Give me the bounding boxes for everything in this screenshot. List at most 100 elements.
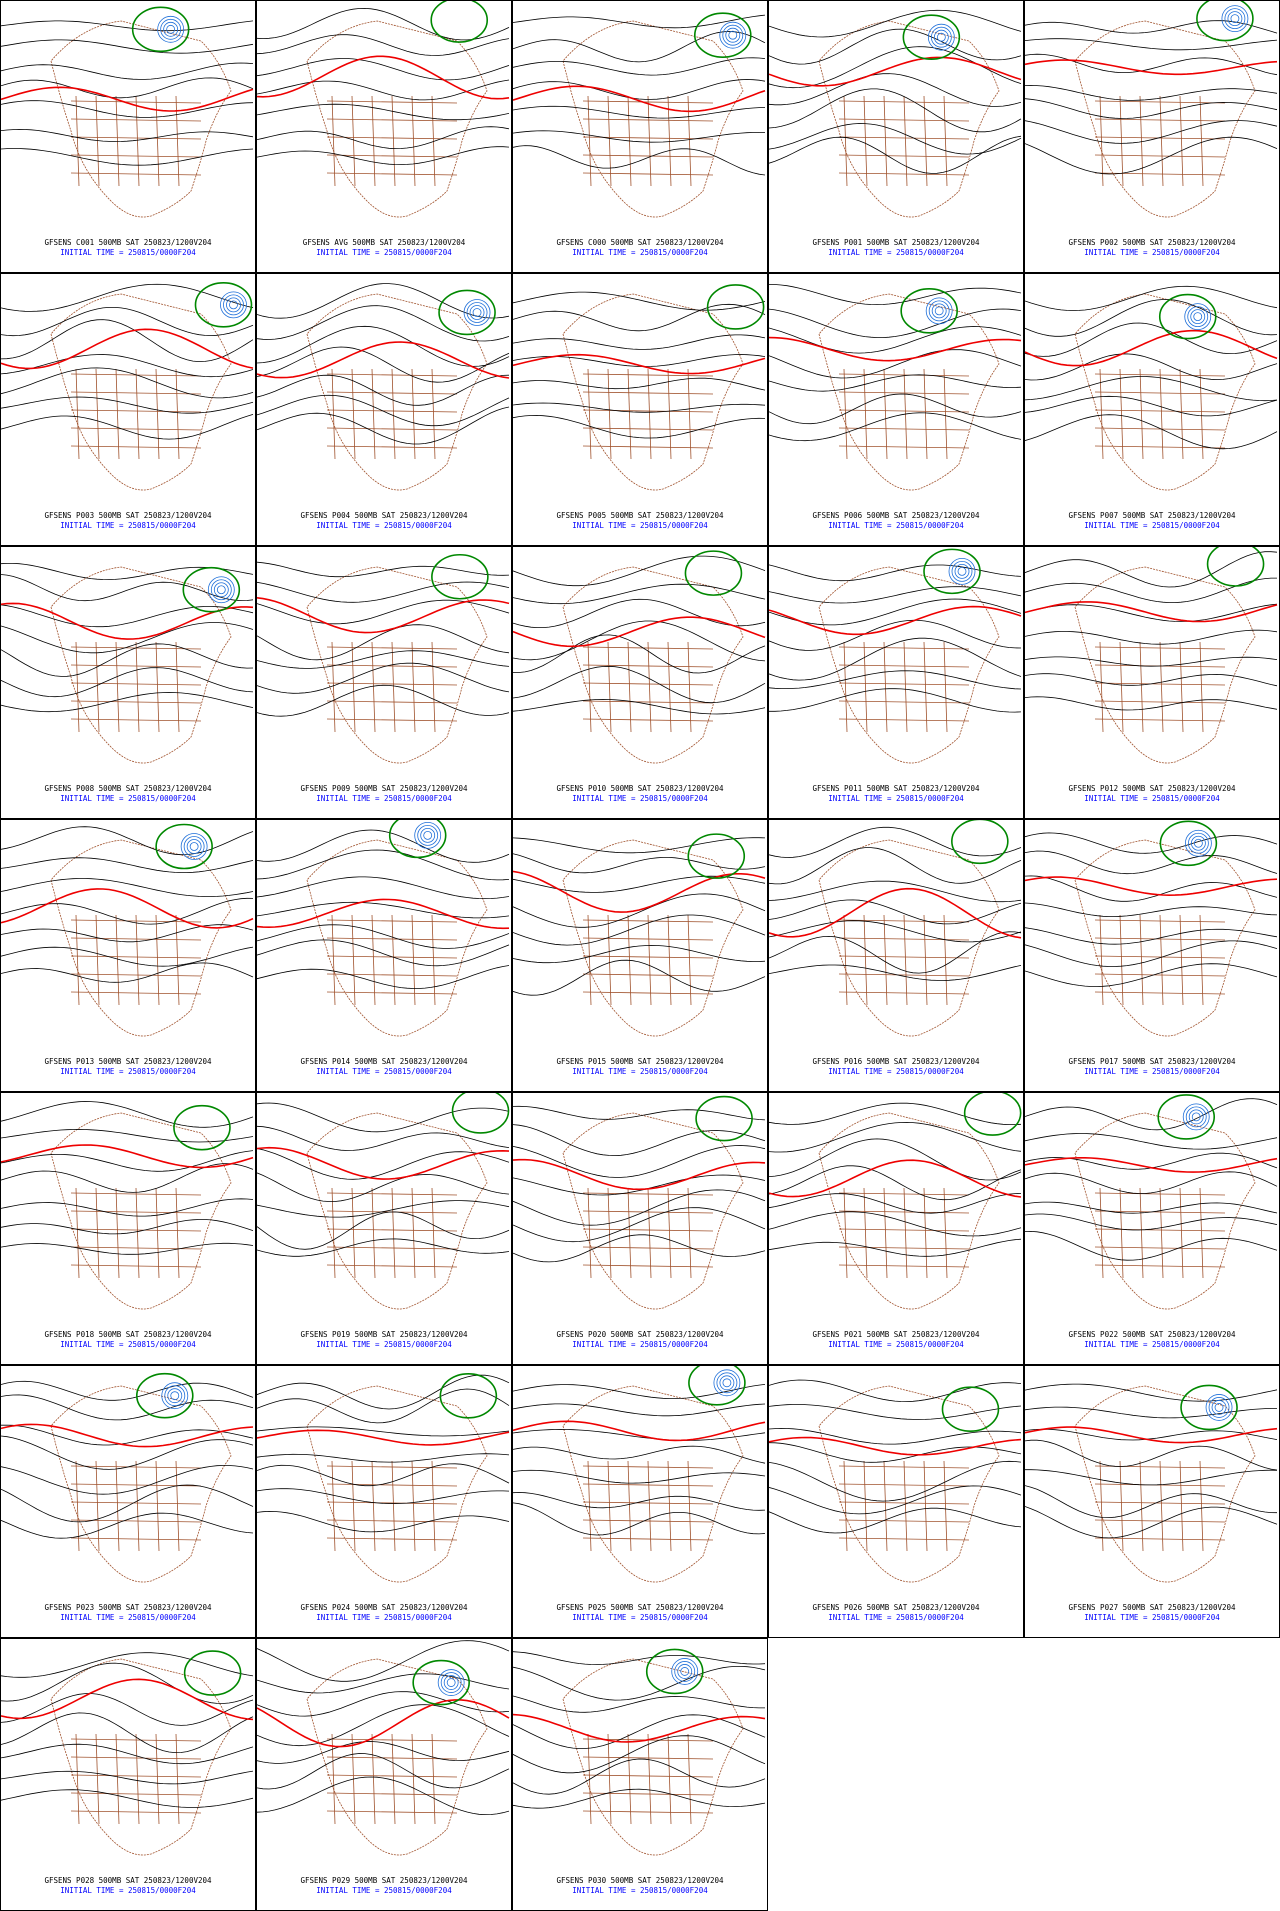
panel-init-time: INITIAL TIME = 250815/0000F204 bbox=[60, 521, 196, 530]
state-line bbox=[1179, 914, 1184, 1006]
panel-init-time: INITIAL TIME = 250815/0000F204 bbox=[1084, 521, 1220, 530]
low-contour bbox=[948, 557, 976, 585]
state-line bbox=[582, 718, 714, 722]
state-line bbox=[647, 95, 652, 187]
state-line bbox=[838, 154, 970, 158]
state-line bbox=[923, 95, 928, 187]
height-contour bbox=[1, 62, 254, 80]
state-line bbox=[582, 1501, 714, 1505]
state-line bbox=[431, 368, 436, 460]
state-line bbox=[371, 1460, 376, 1552]
height-contour bbox=[769, 598, 1022, 626]
state-line bbox=[75, 914, 80, 1006]
contour-552 bbox=[902, 14, 961, 61]
height-contour bbox=[1025, 1201, 1278, 1214]
low-contour bbox=[1208, 1397, 1230, 1418]
state-line bbox=[75, 1187, 80, 1279]
state-line bbox=[582, 118, 714, 122]
state-line bbox=[175, 1733, 180, 1825]
state-line bbox=[582, 445, 714, 449]
low-contour bbox=[936, 32, 946, 42]
state-line bbox=[1094, 1537, 1226, 1541]
state-line bbox=[391, 641, 396, 733]
height-contour bbox=[1025, 629, 1278, 645]
map-outline bbox=[50, 1385, 232, 1583]
map-outline bbox=[562, 566, 744, 764]
state-line bbox=[331, 1460, 336, 1552]
contour-576 bbox=[1, 602, 254, 640]
low-contour bbox=[183, 836, 205, 857]
ensemble-panel: GFSENS P018 500MB SAT 250823/1200V204 INI… bbox=[0, 1092, 256, 1365]
height-contour bbox=[513, 959, 766, 996]
state-line bbox=[70, 973, 202, 977]
height-contour bbox=[769, 880, 1022, 903]
state-line bbox=[582, 664, 714, 668]
panel-init-time: INITIAL TIME = 250815/0000F204 bbox=[572, 1886, 708, 1895]
state-line bbox=[923, 914, 928, 1006]
state-line bbox=[582, 1774, 714, 1778]
low-contour bbox=[1214, 1403, 1224, 1412]
low-contour bbox=[1221, 5, 1249, 32]
height-contour bbox=[769, 619, 1022, 651]
panel-title: GFSENS AVG 500MB SAT 250823/1200V204 bbox=[303, 238, 466, 247]
state-line bbox=[331, 95, 336, 187]
state-line bbox=[843, 95, 848, 187]
state-line bbox=[1094, 1228, 1226, 1232]
state-line bbox=[582, 373, 714, 377]
state-line bbox=[582, 1228, 714, 1232]
height-contour bbox=[769, 46, 1022, 89]
state-line bbox=[326, 1483, 458, 1487]
low-contour bbox=[722, 24, 744, 46]
state-line bbox=[326, 937, 458, 941]
height-contour bbox=[1, 20, 254, 32]
height-contour bbox=[257, 1200, 510, 1218]
state-line bbox=[70, 682, 202, 686]
state-line bbox=[883, 1460, 888, 1552]
low-contour bbox=[1184, 829, 1212, 857]
state-line bbox=[687, 1460, 692, 1552]
height-contour bbox=[1, 643, 254, 677]
state-line bbox=[326, 1228, 458, 1232]
height-contour bbox=[257, 1488, 510, 1504]
height-contour bbox=[769, 135, 1022, 174]
height-contour bbox=[257, 34, 510, 56]
state-line bbox=[838, 664, 970, 668]
map-outline bbox=[306, 293, 488, 491]
state-line bbox=[326, 373, 458, 377]
state-line bbox=[70, 919, 202, 923]
state-line bbox=[326, 409, 458, 413]
height-contour bbox=[1025, 1171, 1278, 1194]
height-contour bbox=[1, 857, 254, 873]
state-line bbox=[903, 1460, 908, 1552]
state-line bbox=[1099, 914, 1104, 1006]
state-line bbox=[1139, 368, 1144, 460]
low-contour bbox=[1182, 1103, 1210, 1131]
height-contour bbox=[1, 1743, 254, 1765]
height-contour bbox=[513, 1666, 766, 1701]
contour-552 bbox=[451, 1093, 510, 1134]
contour-576 bbox=[1025, 1426, 1278, 1444]
height-contour bbox=[1025, 1383, 1278, 1402]
panel-title: GFSENS P021 500MB SAT 250823/1200V204 bbox=[812, 1330, 980, 1339]
height-contour bbox=[1, 574, 254, 602]
height-contour bbox=[769, 73, 1022, 107]
contour-552 bbox=[1157, 1094, 1216, 1140]
height-contour bbox=[257, 374, 510, 406]
height-contour bbox=[257, 849, 510, 881]
panel-title: GFSENS P001 500MB SAT 250823/1200V204 bbox=[812, 238, 980, 247]
panel-title: GFSENS P002 500MB SAT 250823/1200V204 bbox=[1068, 238, 1236, 247]
height-contour bbox=[769, 88, 1022, 133]
height-contour bbox=[1, 1163, 254, 1193]
state-line bbox=[70, 136, 202, 140]
low-contour bbox=[1211, 1400, 1227, 1415]
state-line bbox=[75, 95, 80, 187]
height-contour bbox=[769, 326, 1022, 354]
state-line bbox=[667, 641, 672, 733]
low-contour bbox=[957, 566, 967, 576]
state-line bbox=[326, 1501, 458, 1505]
state-line bbox=[175, 914, 180, 1006]
state-line bbox=[70, 427, 202, 431]
coastline bbox=[50, 1658, 232, 1856]
height-contour bbox=[769, 393, 1022, 425]
height-contour bbox=[513, 1788, 766, 1809]
